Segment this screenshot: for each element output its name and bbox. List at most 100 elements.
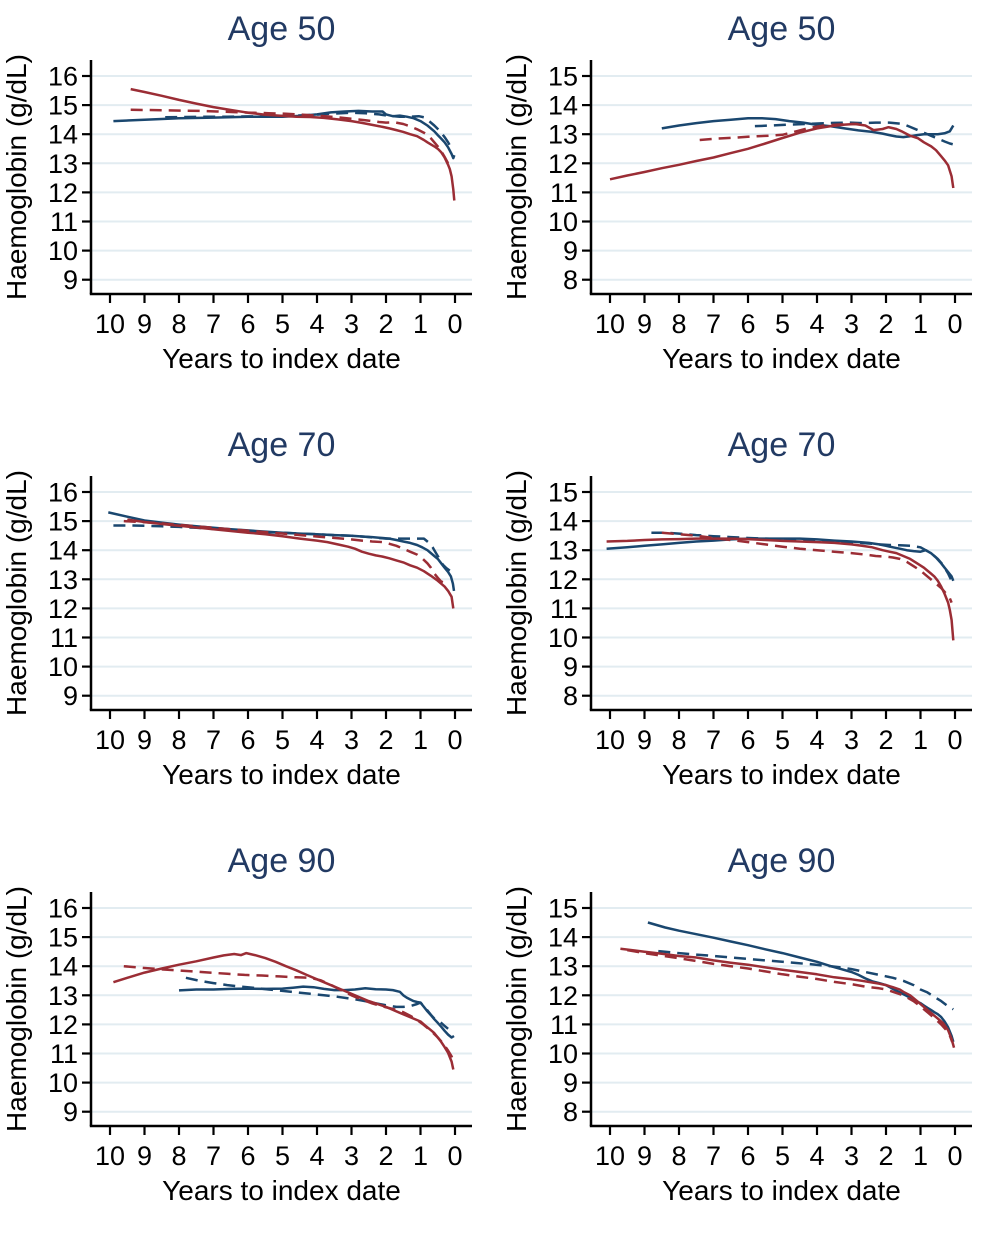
x-axis-title: Years to index date: [162, 759, 401, 790]
x-tick-label: 10: [595, 725, 625, 755]
x-tick-label: 5: [775, 1141, 790, 1171]
y-tick-label: 10: [548, 623, 578, 653]
x-tick-label: 7: [206, 725, 221, 755]
x-tick-label: 9: [637, 725, 652, 755]
x-tick-label: 6: [240, 309, 255, 339]
x-tick-label: 3: [344, 309, 359, 339]
y-tick-label: 15: [548, 478, 578, 508]
x-tick-label: 2: [878, 309, 893, 339]
x-tick-label: 2: [878, 1141, 893, 1171]
x-tick-label: 5: [275, 309, 290, 339]
x-axis-title: Years to index date: [162, 343, 401, 374]
x-tick-label: 8: [171, 725, 186, 755]
y-tick-label: 10: [548, 207, 578, 237]
x-tick-label: 1: [913, 725, 928, 755]
x-tick-label: 8: [171, 309, 186, 339]
y-tick-label: 8: [563, 681, 578, 711]
x-axis-title: Years to index date: [662, 1175, 901, 1206]
x-tick-label: 1: [413, 1141, 428, 1171]
y-tick-label: 9: [63, 681, 78, 711]
y-tick-label: 14: [48, 120, 78, 150]
series-maroon-solid-line: [127, 518, 455, 609]
y-tick-label: 14: [48, 536, 78, 566]
y-tick-label: 10: [48, 652, 78, 682]
x-tick-label: 6: [740, 309, 755, 339]
x-tick-label: 3: [344, 1141, 359, 1171]
y-tick-label: 13: [548, 952, 578, 982]
x-tick-label: 2: [378, 1141, 393, 1171]
x-tick-label: 2: [378, 725, 393, 755]
x-tick-label: 8: [671, 309, 686, 339]
y-tick-label: 14: [548, 507, 578, 537]
y-tick-label: 15: [48, 91, 78, 121]
x-tick-label: 10: [95, 1141, 125, 1171]
x-axis-title: Years to index date: [662, 759, 901, 790]
x-tick-label: 3: [844, 309, 859, 339]
y-tick-label: 15: [48, 923, 78, 953]
y-tick-label: 15: [48, 507, 78, 537]
x-tick-label: 10: [95, 725, 125, 755]
y-tick-label: 10: [48, 236, 78, 266]
panel-age70-left: 16 15 14 13 12 11 10 9 10 9 8 7 6 5 4 3 2 1 0 Age 70 Years t…: [0, 418, 500, 822]
y-axis-title: Haemoglobin (g/dL): [501, 54, 532, 300]
x-tick-label: 4: [309, 309, 324, 339]
x-tick-label: 4: [309, 1141, 324, 1171]
panel-title: Age 70: [728, 426, 836, 464]
y-tick-label: 11: [550, 178, 578, 208]
series-navy-dashed-line: [658, 949, 954, 1011]
x-tick-label: 10: [595, 309, 625, 339]
x-tick-label: 6: [240, 725, 255, 755]
x-tick-label: 7: [706, 725, 721, 755]
x-tick-label: 5: [775, 725, 790, 755]
series-navy-solid-line: [178, 985, 455, 1039]
x-tick-label: 6: [740, 725, 755, 755]
y-tick-label: 9: [563, 236, 578, 266]
y-tick-label: 12: [548, 565, 578, 595]
y-tick-label: 12: [548, 981, 578, 1011]
series-navy-dashed-line: [185, 976, 449, 1030]
y-tick-label: 11: [50, 207, 78, 237]
x-axis-title: Years to index date: [662, 343, 901, 374]
y-tick-label: 16: [48, 478, 78, 508]
x-tick-label: 6: [740, 1141, 755, 1171]
x-tick-label: 8: [671, 1141, 686, 1171]
x-tick-label: 10: [95, 309, 125, 339]
series-maroon-dashed-line: [627, 948, 954, 1043]
y-tick-label: 16: [48, 62, 78, 92]
y-tick-label: 12: [48, 1010, 78, 1040]
x-tick-label: 0: [447, 1141, 462, 1171]
series-maroon-dashed-line: [661, 531, 953, 604]
x-tick-label: 4: [809, 1141, 824, 1171]
y-tick-label: 9: [63, 265, 78, 295]
y-axis-title: Haemoglobin (g/dL): [1, 54, 32, 300]
x-tick-label: 2: [878, 725, 893, 755]
x-tick-label: 4: [809, 309, 824, 339]
panel-title: Age 90: [728, 842, 836, 880]
x-tick-label: 8: [171, 1141, 186, 1171]
series-maroon-solid-line: [620, 947, 956, 1049]
x-tick-label: 7: [206, 1141, 221, 1171]
y-tick-label: 8: [563, 1097, 578, 1127]
series-navy-dashed-line: [165, 111, 454, 151]
series-maroon-solid-line: [113, 951, 455, 1070]
x-tick-label: 7: [706, 309, 721, 339]
x-tick-label: 5: [275, 1141, 290, 1171]
x-tick-label: 1: [413, 725, 428, 755]
y-tick-label: 8: [563, 265, 578, 295]
y-tick-label: 13: [48, 565, 78, 595]
x-tick-label: 1: [413, 309, 428, 339]
y-axis-title: Haemoglobin (g/dL): [501, 886, 532, 1132]
series-maroon-dashed-line: [699, 122, 859, 142]
y-tick-label: 11: [50, 623, 78, 653]
y-tick-label: 12: [48, 594, 78, 624]
x-tick-label: 9: [637, 1141, 652, 1171]
y-tick-label: 10: [548, 1039, 578, 1069]
y-tick-label: 12: [548, 149, 578, 179]
y-tick-label: 11: [550, 594, 578, 624]
y-tick-label: 13: [548, 536, 578, 566]
series-maroon-dashed-line: [123, 964, 455, 1062]
y-tick-label: 10: [48, 1068, 78, 1098]
